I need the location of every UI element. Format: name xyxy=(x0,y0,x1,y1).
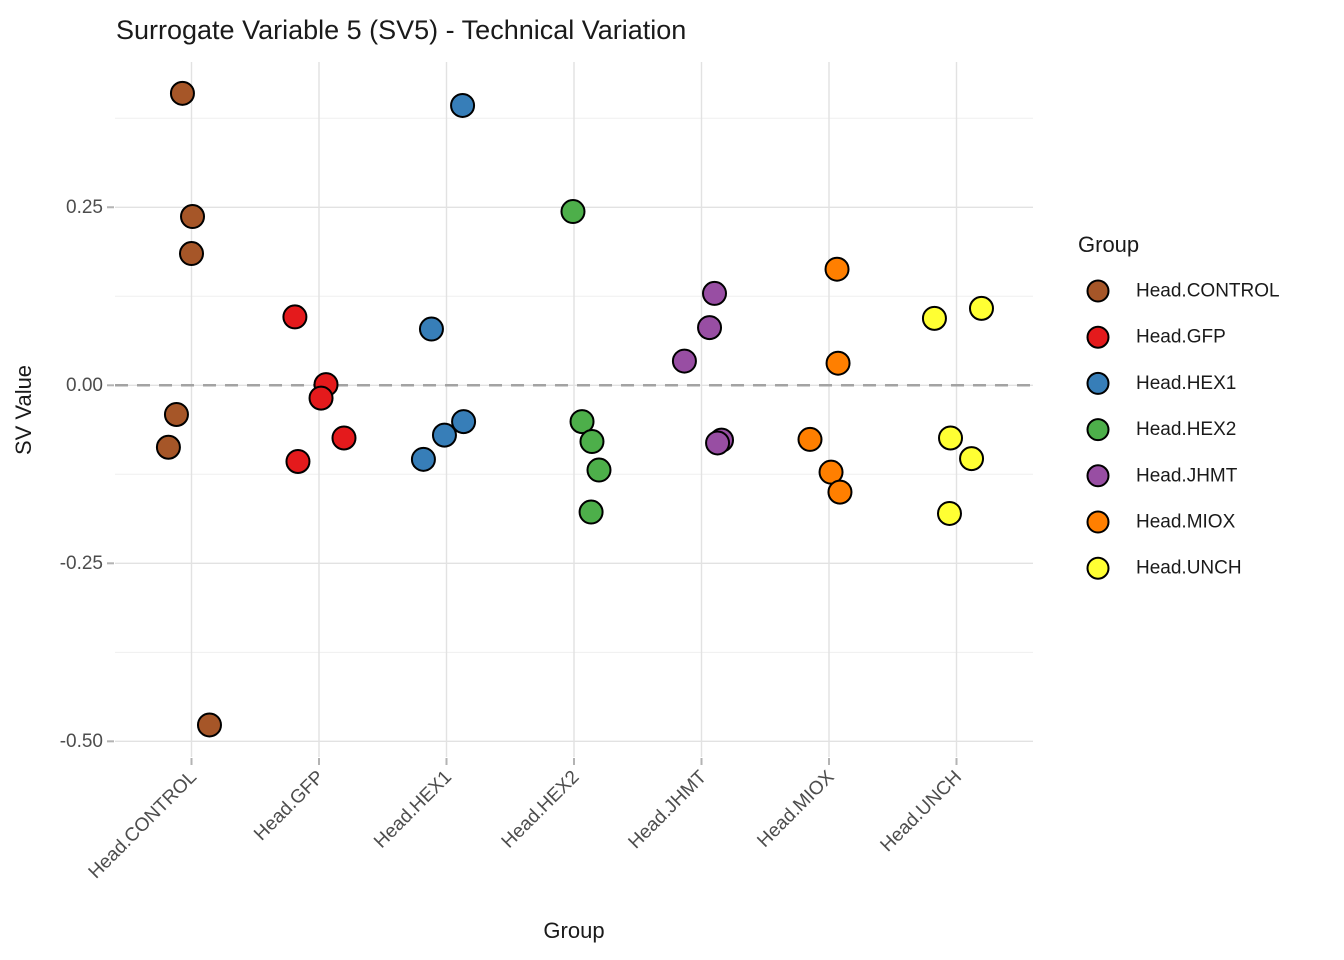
legend-key-icon xyxy=(1086,418,1110,442)
legend-label: Head.UNCH xyxy=(1136,558,1242,579)
data-point xyxy=(702,280,728,306)
data-point xyxy=(450,92,476,118)
legend-label: Head.CONTROL xyxy=(1136,281,1280,302)
data-point xyxy=(451,409,477,435)
chart-title: Surrogate Variable 5 (SV5) - Technical V… xyxy=(116,15,686,45)
legend-key-icon xyxy=(1086,371,1110,395)
data-point xyxy=(196,712,222,738)
legend-key-icon xyxy=(1086,556,1110,580)
y-tick-label: 0.00 xyxy=(66,375,103,396)
data-point xyxy=(155,434,181,460)
data-point xyxy=(285,448,311,474)
y-axis-title: SV Value xyxy=(11,365,36,455)
axis-ticks xyxy=(107,206,958,765)
x-tick-label: Head.JHMT xyxy=(625,766,712,853)
data-point xyxy=(169,80,195,106)
data-point xyxy=(179,241,204,267)
data-point xyxy=(410,446,436,472)
data-point xyxy=(579,429,605,455)
panel-gridlines xyxy=(115,62,1033,757)
data-point xyxy=(431,422,457,448)
legend-title: Group xyxy=(1078,232,1139,257)
x-tick-label: Head.HEX1 xyxy=(370,767,456,853)
data-point xyxy=(824,256,850,282)
x-tick-label: Head.UNCH xyxy=(877,767,967,857)
x-tick-label: Head.HEX2 xyxy=(498,767,584,853)
data-point xyxy=(569,409,595,435)
legend-label: Head.HEX2 xyxy=(1136,419,1236,440)
legend-label: Head.MIOX xyxy=(1136,512,1236,533)
data-point xyxy=(797,426,823,452)
x-axis-title: Group xyxy=(543,918,604,943)
legend-label: Head.HEX1 xyxy=(1136,373,1236,394)
y-tick-label: 0.25 xyxy=(66,197,103,218)
data-point xyxy=(578,499,604,525)
legend-key-icon xyxy=(1086,510,1110,534)
data-point xyxy=(180,204,206,230)
x-tick-label: Head.MIOX xyxy=(753,766,838,851)
legend-key-icon xyxy=(1086,325,1110,349)
legend-label: Head.GFP xyxy=(1136,327,1226,348)
data-point xyxy=(163,401,189,427)
data-point xyxy=(968,295,994,321)
x-tick-label: Head.CONTROL xyxy=(85,767,201,883)
legend: Head.CONTROL Head.GFP Head.HEX1 Head.HEX2 He… xyxy=(1086,279,1280,580)
data-point xyxy=(697,315,723,341)
legend-key-icon xyxy=(1086,464,1110,488)
data-point xyxy=(921,305,947,331)
data-point xyxy=(827,479,853,505)
data-point xyxy=(671,348,697,374)
legend-label: Head.JHMT xyxy=(1136,465,1238,486)
axis-tick-labels: 0.25 0.00 -0.25 -0.50 Head.CONTROL Head.GFP He… xyxy=(60,197,966,883)
data-point xyxy=(825,350,851,376)
data-point xyxy=(938,425,964,451)
legend-key-icon xyxy=(1086,279,1110,303)
data-point xyxy=(959,446,985,472)
x-tick-label: Head.GFP xyxy=(250,767,328,845)
data-point xyxy=(560,199,586,225)
y-tick-label: -0.25 xyxy=(60,553,103,574)
data-point xyxy=(418,316,444,342)
data-points xyxy=(155,80,994,738)
y-tick-label: -0.50 xyxy=(60,731,103,752)
data-point xyxy=(331,425,357,451)
data-point xyxy=(308,385,334,411)
data-point xyxy=(282,304,308,330)
data-point xyxy=(705,430,731,456)
data-point xyxy=(586,457,612,483)
data-point xyxy=(936,500,962,526)
